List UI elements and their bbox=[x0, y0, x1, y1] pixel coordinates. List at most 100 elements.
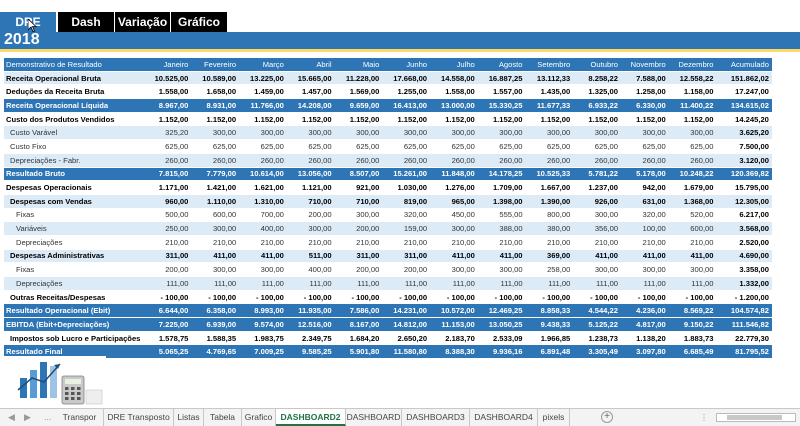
sheet-next-icon[interactable]: ▶ bbox=[24, 412, 31, 422]
table-cell[interactable]: 1.238,73 bbox=[588, 333, 618, 343]
table-cell[interactable]: 100,00 bbox=[642, 224, 666, 234]
table-cell[interactable]: 300,00 bbox=[690, 128, 714, 138]
table-cell[interactable]: 1.152,00 bbox=[636, 114, 666, 124]
table-cell[interactable]: 6.358,00 bbox=[206, 306, 237, 316]
table-cell[interactable]: 9.936,16 bbox=[492, 347, 523, 357]
table-cell[interactable]: - 100,00 bbox=[590, 292, 618, 302]
sheet-tab[interactable]: Listas bbox=[174, 409, 204, 426]
sheet-tab[interactable]: DASHBOARD4 bbox=[470, 409, 538, 426]
table-cell[interactable]: 300,00 bbox=[212, 224, 237, 234]
table-cell[interactable]: 411,00 bbox=[690, 251, 714, 261]
table-cell[interactable]: 22.779,30 bbox=[735, 333, 769, 343]
table-cell[interactable]: 104.574,82 bbox=[730, 306, 769, 316]
table-cell[interactable]: 260,00 bbox=[260, 155, 284, 165]
row-label[interactable]: Depreciações - Fabr. bbox=[10, 155, 81, 165]
table-cell[interactable]: 260,00 bbox=[690, 155, 714, 165]
table-cell[interactable]: 8.967,00 bbox=[158, 100, 189, 110]
table-cell[interactable]: 450,00 bbox=[451, 210, 475, 220]
table-cell[interactable]: 14.812,00 bbox=[393, 319, 428, 329]
table-cell[interactable]: 300,00 bbox=[260, 265, 284, 275]
table-cell[interactable]: 4.236,00 bbox=[636, 306, 666, 316]
column-header[interactable]: Dezembro bbox=[678, 59, 714, 69]
table-cell[interactable]: 3.305,49 bbox=[588, 347, 618, 357]
table-cell[interactable]: - 100,00 bbox=[637, 292, 666, 302]
table-cell[interactable]: - 100,00 bbox=[255, 292, 284, 302]
table-cell[interactable]: 7.225,00 bbox=[158, 319, 189, 329]
table-cell[interactable]: 1.332,00 bbox=[739, 278, 769, 288]
table-cell[interactable]: 325,20 bbox=[165, 128, 189, 138]
table-cell[interactable]: 300,00 bbox=[356, 128, 380, 138]
table-cell[interactable]: 5.781,22 bbox=[588, 169, 618, 179]
table-cell[interactable]: 111,00 bbox=[500, 278, 523, 288]
column-header[interactable]: Agosto bbox=[498, 59, 523, 69]
table-cell[interactable]: 1.667,00 bbox=[540, 183, 571, 193]
table-cell[interactable]: 4.544,22 bbox=[588, 306, 618, 316]
table-cell[interactable]: 8.258,22 bbox=[588, 73, 618, 83]
column-header[interactable]: Julho bbox=[456, 59, 475, 69]
table-cell[interactable]: 710,00 bbox=[356, 196, 380, 206]
table-cell[interactable]: 2.183,70 bbox=[445, 333, 475, 343]
table-cell[interactable]: 3.568,00 bbox=[739, 224, 769, 234]
column-header[interactable]: Novembro bbox=[630, 59, 666, 69]
table-cell[interactable]: 369,00 bbox=[547, 251, 571, 261]
row-label[interactable]: Fixas bbox=[16, 265, 35, 275]
table-cell[interactable]: 12.469,25 bbox=[488, 306, 523, 316]
table-cell[interactable]: 5.901,80 bbox=[349, 347, 380, 357]
table-cell[interactable]: 1.983,75 bbox=[254, 333, 284, 343]
table-cell[interactable]: 17.668,00 bbox=[393, 73, 428, 83]
table-cell[interactable]: 8.507,00 bbox=[349, 169, 380, 179]
table-cell[interactable]: 960,00 bbox=[165, 196, 189, 206]
table-cell[interactable]: 210,00 bbox=[403, 237, 428, 247]
table-cell[interactable]: 300,00 bbox=[642, 128, 666, 138]
table-cell[interactable]: 111,00 bbox=[261, 278, 284, 288]
row-label[interactable]: Depreciações bbox=[16, 278, 63, 288]
table-cell[interactable]: 300,00 bbox=[260, 128, 284, 138]
table-cell[interactable]: 300,00 bbox=[499, 265, 523, 275]
table-cell[interactable]: 6.330,00 bbox=[636, 100, 666, 110]
table-cell[interactable]: 1.398,00 bbox=[492, 196, 523, 206]
table-cell[interactable]: 10.572,00 bbox=[440, 306, 475, 316]
table-cell[interactable]: 300,00 bbox=[403, 128, 428, 138]
table-cell[interactable]: 12.516,00 bbox=[297, 319, 332, 329]
table-cell[interactable]: 1.152,00 bbox=[588, 114, 618, 124]
sheet-prev-icon[interactable]: ◀ bbox=[8, 412, 15, 422]
table-cell[interactable]: 2.520,00 bbox=[739, 237, 769, 247]
column-header[interactable]: Acumulado bbox=[730, 59, 769, 69]
table-cell[interactable]: - 100,00 bbox=[542, 292, 571, 302]
table-cell[interactable]: 6.939,00 bbox=[206, 319, 237, 329]
add-sheet-button[interactable]: + bbox=[601, 411, 613, 423]
table-cell[interactable]: 5.065,25 bbox=[158, 347, 189, 357]
table-cell[interactable]: 200,00 bbox=[356, 265, 380, 275]
table-cell[interactable]: 520,00 bbox=[690, 210, 714, 220]
table-cell[interactable]: 1.152,00 bbox=[254, 114, 284, 124]
table-cell[interactable]: 511,00 bbox=[308, 251, 332, 261]
table-cell[interactable]: 1.621,00 bbox=[254, 183, 284, 193]
table-cell[interactable]: 111,00 bbox=[595, 278, 619, 288]
table-cell[interactable]: 1.121,00 bbox=[302, 183, 332, 193]
table-cell[interactable]: 1.110,00 bbox=[206, 196, 237, 206]
table-cell[interactable]: 1.435,00 bbox=[540, 87, 571, 97]
table-cell[interactable]: 14.178,25 bbox=[488, 169, 523, 179]
table-cell[interactable]: 625,00 bbox=[308, 141, 332, 151]
table-cell[interactable]: 631,00 bbox=[642, 196, 666, 206]
table-cell[interactable]: 111,00 bbox=[309, 278, 332, 288]
table-cell[interactable]: 260,00 bbox=[308, 155, 332, 165]
sheet-tab[interactable]: Grafico bbox=[242, 409, 276, 426]
table-cell[interactable]: 210,00 bbox=[260, 237, 284, 247]
table-cell[interactable]: 260,00 bbox=[594, 155, 618, 165]
table-cell[interactable]: 210,00 bbox=[212, 237, 237, 247]
table-cell[interactable]: 4.817,00 bbox=[636, 319, 666, 329]
table-cell[interactable]: 13.225,00 bbox=[250, 73, 284, 83]
table-cell[interactable]: 13.050,25 bbox=[488, 319, 523, 329]
table-cell[interactable]: 300,00 bbox=[547, 128, 571, 138]
table-cell[interactable]: 710,00 bbox=[308, 196, 332, 206]
table-cell[interactable]: 6.685,49 bbox=[683, 347, 714, 357]
table-cell[interactable]: 1.152,00 bbox=[683, 114, 714, 124]
table-cell[interactable]: - 1.200,00 bbox=[734, 292, 769, 302]
table-cell[interactable]: 210,00 bbox=[594, 237, 619, 247]
table-cell[interactable]: 625,00 bbox=[212, 141, 237, 151]
row-label[interactable]: Deduções da Receita Bruta bbox=[6, 87, 105, 97]
table-cell[interactable]: 7.588,00 bbox=[636, 73, 666, 83]
table-cell[interactable]: 411,00 bbox=[261, 251, 284, 261]
row-label[interactable]: Custo dos Produtos Vendidos bbox=[6, 114, 115, 124]
